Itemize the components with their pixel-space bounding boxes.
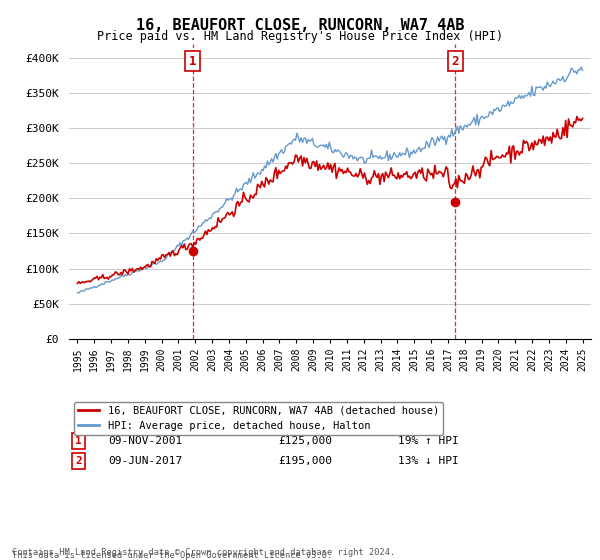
- Text: 2: 2: [452, 55, 459, 68]
- Text: £125,000: £125,000: [278, 436, 332, 446]
- Text: Contains HM Land Registry data © Crown copyright and database right 2024.: Contains HM Land Registry data © Crown c…: [12, 548, 395, 557]
- Text: Price paid vs. HM Land Registry's House Price Index (HPI): Price paid vs. HM Land Registry's House …: [97, 30, 503, 43]
- Text: 16, BEAUFORT CLOSE, RUNCORN, WA7 4AB: 16, BEAUFORT CLOSE, RUNCORN, WA7 4AB: [136, 18, 464, 33]
- Text: 13% ↓ HPI: 13% ↓ HPI: [398, 456, 458, 466]
- Text: 1: 1: [75, 436, 82, 446]
- Text: 19% ↑ HPI: 19% ↑ HPI: [398, 436, 458, 446]
- Legend: 16, BEAUFORT CLOSE, RUNCORN, WA7 4AB (detached house), HPI: Average price, detac: 16, BEAUFORT CLOSE, RUNCORN, WA7 4AB (de…: [74, 402, 443, 435]
- Text: 2: 2: [75, 456, 82, 466]
- Text: 09-JUN-2017: 09-JUN-2017: [108, 456, 182, 466]
- Text: £195,000: £195,000: [278, 456, 332, 466]
- Text: 1: 1: [189, 55, 197, 68]
- Text: This data is licensed under the Open Government Licence v3.0.: This data is licensed under the Open Gov…: [12, 551, 332, 560]
- Text: 09-NOV-2001: 09-NOV-2001: [108, 436, 182, 446]
